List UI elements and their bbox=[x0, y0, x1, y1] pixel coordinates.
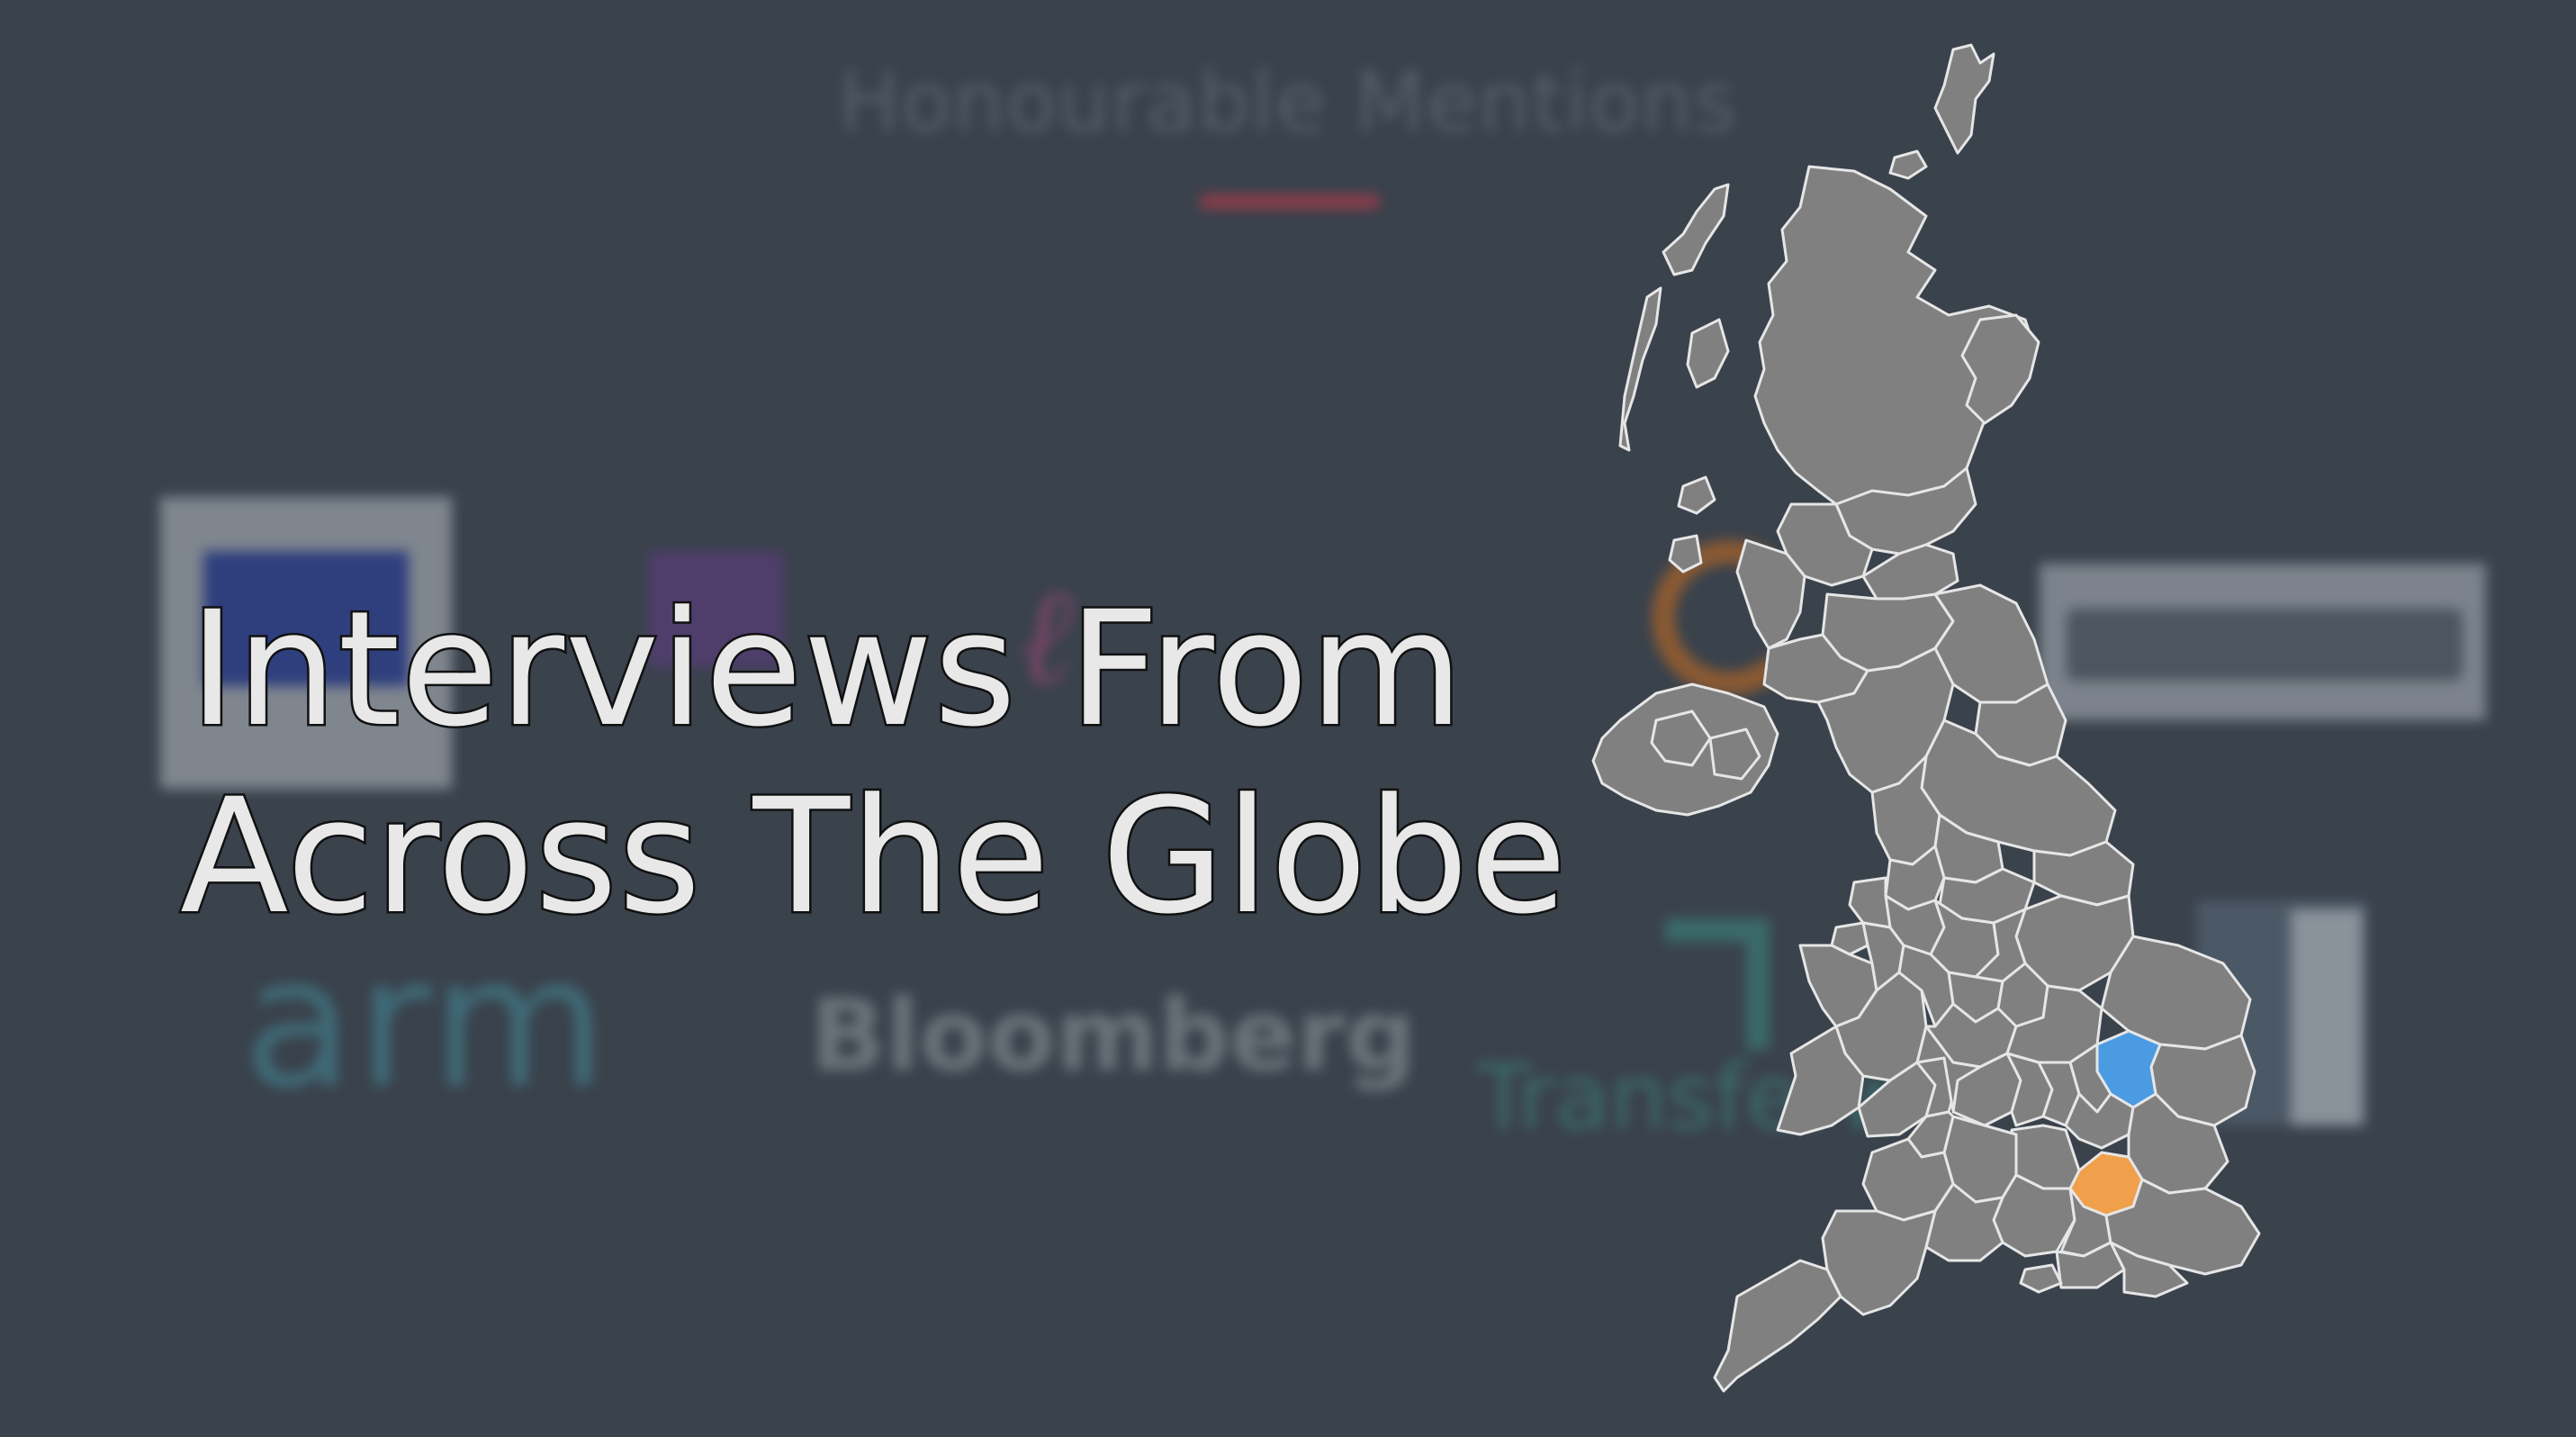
mull bbox=[1677, 475, 1716, 515]
anglesey bbox=[1830, 921, 1869, 956]
oxford-logo bbox=[160, 497, 452, 789]
section-title-underline bbox=[1200, 194, 1380, 209]
transferwise-mark-icon bbox=[1665, 918, 1770, 1050]
east-sussex bbox=[2109, 1241, 2189, 1298]
scotland-lothian bbox=[1861, 543, 1959, 601]
cornwall bbox=[1713, 1259, 1842, 1393]
devon bbox=[1821, 1209, 1937, 1316]
dorset bbox=[1924, 1182, 2004, 1262]
scotland-strathclyde bbox=[1735, 538, 1806, 650]
pink-script-logo: ℓ bbox=[1017, 558, 1074, 715]
islay bbox=[1668, 534, 1703, 574]
headline-line-2: Across The Globe bbox=[178, 763, 1570, 952]
purple-logo bbox=[648, 551, 783, 668]
orkney-islands bbox=[1888, 149, 1928, 180]
ni-county-a bbox=[1650, 709, 1712, 767]
bloomberg-logo: Bloomberg bbox=[810, 978, 1417, 1093]
nanopore-logo bbox=[2040, 564, 2486, 720]
headline-line-1: Interviews From bbox=[187, 575, 1466, 764]
ni-county-b bbox=[1708, 728, 1761, 781]
isle-of-wight bbox=[2019, 1263, 2063, 1294]
dyfed bbox=[1776, 1025, 1865, 1136]
scotland-central bbox=[1776, 502, 1874, 587]
v-logo-bar bbox=[2291, 909, 2363, 1125]
scotland-grampian bbox=[1960, 313, 2040, 425]
section-title: Honourable Mentions bbox=[838, 54, 1738, 150]
headline: Interviews From Across The Globe bbox=[178, 575, 1570, 952]
skye bbox=[1686, 318, 1730, 389]
outer-hebrides-south bbox=[1618, 286, 1662, 452]
shetland-islands bbox=[1933, 43, 1995, 155]
arm-logo: arm bbox=[243, 918, 611, 1128]
outer-hebrides bbox=[1662, 183, 1730, 276]
